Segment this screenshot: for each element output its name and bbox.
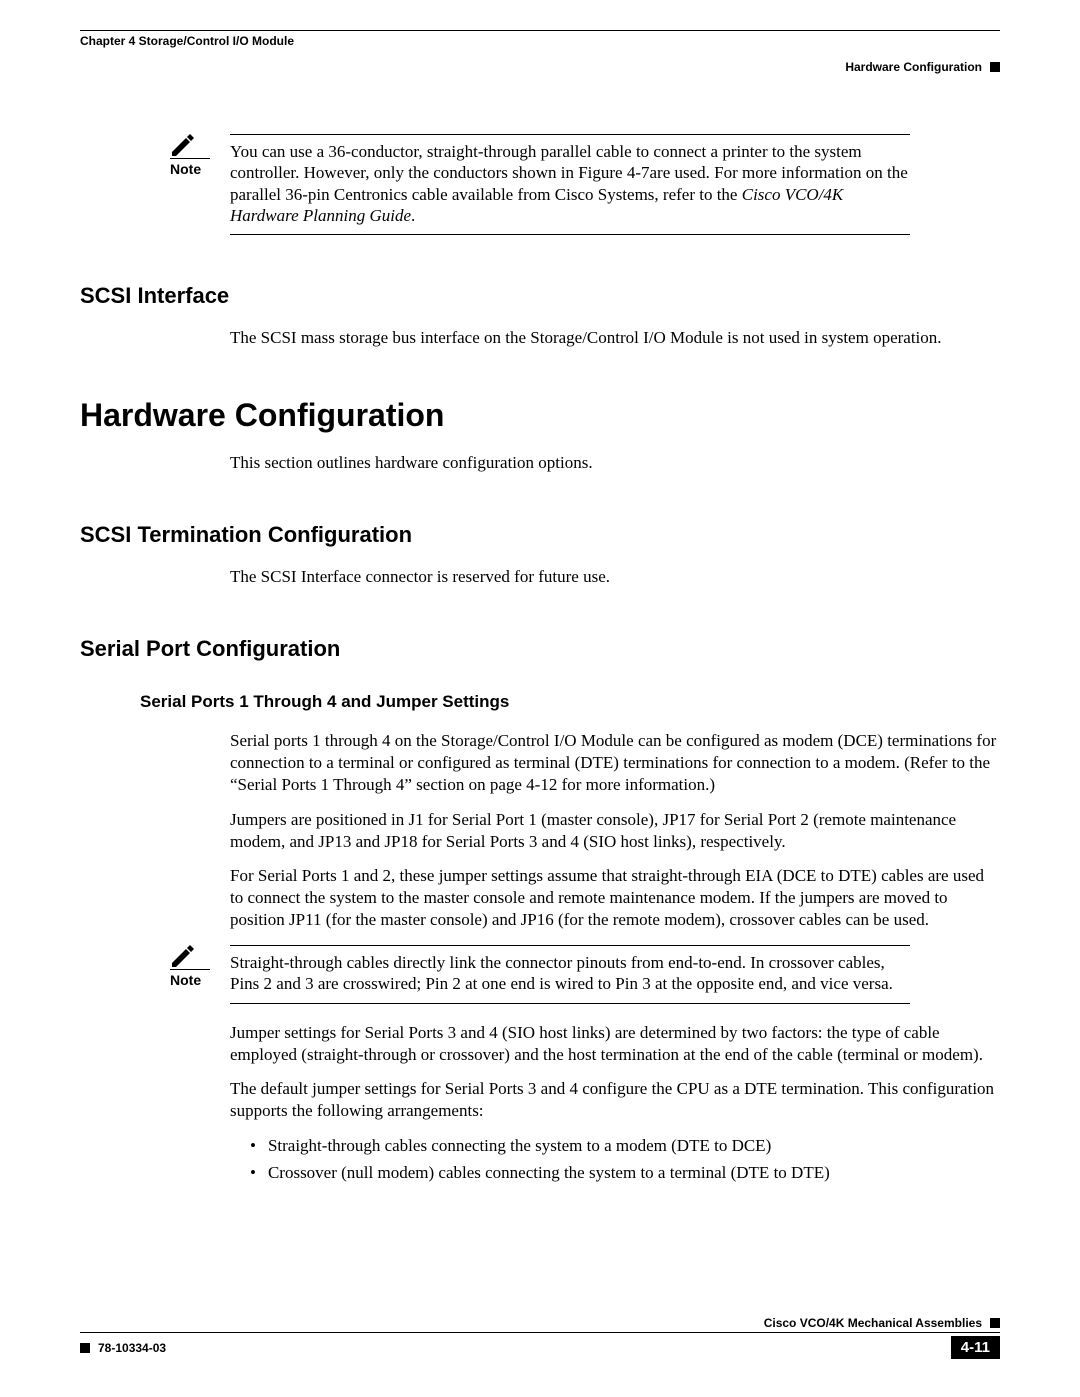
note-1-text: You can use a 36-conductor, straight-thr… [230, 134, 910, 235]
header-rule [80, 30, 1000, 31]
bullet-item: Crossover (null modem) cables connecting… [250, 1159, 990, 1186]
note-block-2: Note Straight-through cables directly li… [170, 945, 910, 1004]
serial-p3: For Serial Ports 1 and 2, these jumper s… [230, 865, 1000, 931]
scsi-interface-body: The SCSI mass storage bus interface on t… [230, 327, 1000, 349]
heading-scsi-interface: SCSI Interface [80, 283, 1000, 309]
header-square-icon [990, 62, 1000, 72]
footer-book-title: Cisco VCO/4K Mechanical Assemblies [764, 1316, 982, 1330]
header-chapter: Chapter 4 Storage/Control I/O Module [80, 34, 294, 48]
footer-rule [80, 1332, 1000, 1333]
serial-p2: Jumpers are positioned in J1 for Serial … [230, 809, 1000, 853]
page-number: 4-11 [951, 1336, 1000, 1359]
footer-square-icon [80, 1343, 90, 1353]
note1-text-c: . [411, 206, 415, 225]
footer-docnum: 78-10334-03 [98, 1341, 166, 1355]
serial-p1: Serial ports 1 through 4 on the Storage/… [230, 730, 1000, 796]
bullet-item: Straight-through cables connecting the s… [250, 1132, 990, 1159]
pencil-icon [170, 134, 196, 156]
page-content: Chapter 4 Storage/Control I/O Module Har… [80, 30, 1000, 1186]
header-section: Hardware Configuration [845, 60, 982, 74]
scsi-term-body: The SCSI Interface connector is reserved… [230, 566, 1000, 588]
pencil-icon [170, 945, 196, 967]
serial-p4: Jumper settings for Serial Ports 3 and 4… [230, 1022, 1000, 1066]
footer-square-icon [990, 1318, 1000, 1328]
serial-p5: The default jumper settings for Serial P… [230, 1078, 1000, 1122]
header-section-row: Hardware Configuration [80, 60, 1000, 74]
heading-serial-port-config: Serial Port Configuration [80, 636, 1000, 662]
bullet-list: Straight-through cables connecting the s… [250, 1132, 990, 1186]
running-header: Chapter 4 Storage/Control I/O Module [80, 34, 1000, 48]
note-2-text: Straight-through cables directly link th… [230, 945, 910, 1004]
note-label: Note [170, 158, 210, 177]
heading-serial-ports-1-4: Serial Ports 1 Through 4 and Jumper Sett… [140, 692, 1000, 712]
heading-hardware-configuration: Hardware Configuration [80, 397, 1000, 434]
page-footer: Cisco VCO/4K Mechanical Assemblies 78-10… [80, 1316, 1000, 1359]
note-label: Note [170, 969, 210, 988]
heading-scsi-termination: SCSI Termination Configuration [80, 522, 1000, 548]
hw-config-body: This section outlines hardware configura… [230, 452, 1000, 474]
note-block-1: Note You can use a 36-conductor, straigh… [170, 134, 910, 235]
